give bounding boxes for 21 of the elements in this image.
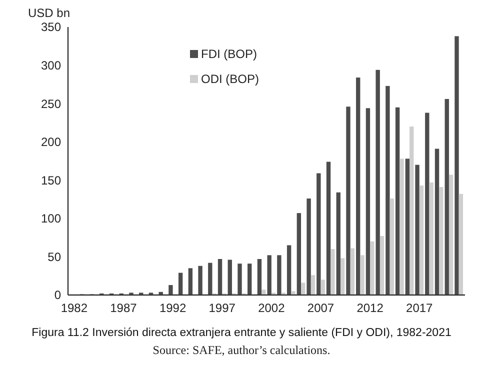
- x-tick-label: 2017: [406, 301, 434, 315]
- legend-label: FDI (BOP): [201, 47, 257, 61]
- y-tick-label: 0: [54, 288, 62, 302]
- x-tick-label: 2012: [356, 301, 384, 315]
- y-tick-label: 250: [40, 96, 62, 111]
- y-tick-label: 150: [40, 173, 62, 188]
- y-axis-title: USD bn: [28, 6, 70, 20]
- x-tick-label: 1997: [208, 301, 236, 315]
- y-tick-label: 200: [40, 135, 62, 150]
- x-tick-label: 1982: [60, 301, 88, 315]
- y-tick-label: 350: [40, 20, 62, 34]
- x-tick-label: 2007: [307, 301, 334, 315]
- y-tick-label: 100: [40, 212, 62, 226]
- x-tick-label: 1992: [159, 301, 186, 315]
- x-tick-label: 1987: [110, 301, 138, 315]
- x-tick-label: 2002: [258, 301, 286, 315]
- source-note: Source: SAFE, author’s calculations.: [152, 343, 330, 357]
- y-tick-label: 300: [40, 58, 62, 72]
- legend-label: ODI (BOP): [201, 72, 260, 86]
- text: Figura 11.2 Inversión directa extranjera entrante y saliente (FDI y ODI), 1982-2021: [32, 327, 452, 339]
- y-tick-label: 50: [48, 250, 62, 264]
